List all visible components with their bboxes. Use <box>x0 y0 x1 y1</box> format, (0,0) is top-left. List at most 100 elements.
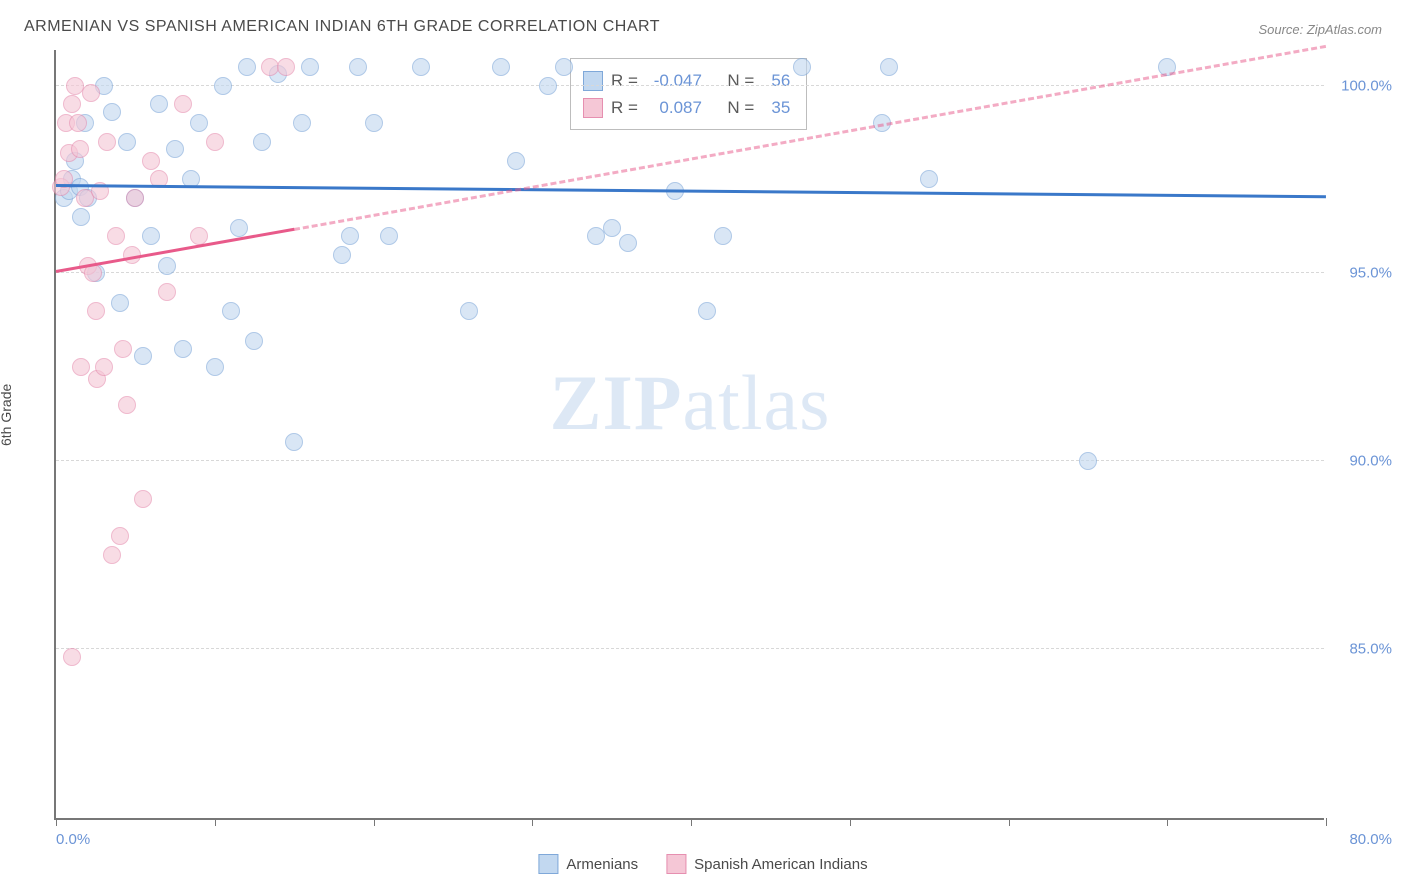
data-point <box>190 227 208 245</box>
y-tick-label: 85.0% <box>1349 640 1392 657</box>
data-point <box>555 58 573 76</box>
data-point <box>111 527 129 545</box>
data-point <box>619 234 637 252</box>
data-point <box>98 133 116 151</box>
y-tick-label: 95.0% <box>1349 265 1392 282</box>
stats-legend: R = -0.047 N = 56 R = 0.087 N = 35 <box>570 58 807 130</box>
y-axis-label: 6th Grade <box>0 384 14 446</box>
n-value: 56 <box>762 67 790 94</box>
data-point <box>107 227 125 245</box>
data-point <box>118 133 136 151</box>
data-point <box>214 77 232 95</box>
data-point <box>222 302 240 320</box>
gridline <box>56 272 1324 273</box>
data-point <box>539 77 557 95</box>
watermark-bold: ZIP <box>550 359 683 446</box>
stats-legend-row: R = 0.087 N = 35 <box>583 94 790 121</box>
data-point <box>150 95 168 113</box>
data-point <box>71 140 89 158</box>
data-point <box>285 433 303 451</box>
source-attribution: Source: ZipAtlas.com <box>1258 22 1382 37</box>
r-label: R = <box>611 94 638 121</box>
data-point <box>126 189 144 207</box>
data-point <box>158 283 176 301</box>
data-point <box>880 58 898 76</box>
data-point <box>277 58 295 76</box>
x-tick <box>532 818 533 826</box>
data-point <box>365 114 383 132</box>
data-point <box>103 546 121 564</box>
data-point <box>460 302 478 320</box>
trend-line <box>56 184 1326 198</box>
data-point <box>1079 452 1097 470</box>
stats-legend-row: R = -0.047 N = 56 <box>583 67 790 94</box>
data-point <box>206 133 224 151</box>
trend-line <box>294 45 1326 231</box>
data-point <box>134 490 152 508</box>
legend-item: Spanish American Indians <box>666 854 867 874</box>
data-point <box>95 358 113 376</box>
data-point <box>142 227 160 245</box>
data-point <box>793 58 811 76</box>
y-tick-label: 100.0% <box>1341 77 1392 94</box>
x-tick <box>691 818 692 826</box>
x-tick <box>1167 818 1168 826</box>
r-value: 0.087 <box>646 94 702 121</box>
gridline <box>56 460 1324 461</box>
x-tick <box>850 818 851 826</box>
legend-swatch <box>666 854 686 874</box>
scatter-chart: ZIPatlas R = -0.047 N = 56 R = 0.087 N = 35… <box>54 50 1324 820</box>
data-point <box>82 84 100 102</box>
data-point <box>158 257 176 275</box>
x-axis-max-label: 80.0% <box>1349 831 1392 848</box>
data-point <box>714 227 732 245</box>
data-point <box>103 103 121 121</box>
watermark: ZIPatlas <box>550 358 831 448</box>
data-point <box>245 332 263 350</box>
data-point <box>72 358 90 376</box>
x-tick <box>1326 818 1327 826</box>
legend-label: Armenians <box>566 856 638 873</box>
data-point <box>142 152 160 170</box>
data-point <box>698 302 716 320</box>
data-point <box>87 302 105 320</box>
data-point <box>63 95 81 113</box>
data-point <box>238 58 256 76</box>
data-point <box>507 152 525 170</box>
gridline <box>56 85 1324 86</box>
data-point <box>301 58 319 76</box>
data-point <box>380 227 398 245</box>
gridline <box>56 648 1324 649</box>
x-tick <box>215 818 216 826</box>
legend-item: Armenians <box>538 854 638 874</box>
data-point <box>349 58 367 76</box>
data-point <box>920 170 938 188</box>
y-tick-label: 90.0% <box>1349 453 1392 470</box>
data-point <box>118 396 136 414</box>
data-point <box>69 114 87 132</box>
data-point <box>341 227 359 245</box>
r-value: -0.047 <box>646 67 702 94</box>
data-point <box>174 95 192 113</box>
legend-swatch <box>538 854 558 874</box>
n-value: 35 <box>762 94 790 121</box>
r-label: R = <box>611 67 638 94</box>
data-point <box>190 114 208 132</box>
n-label: N = <box>727 94 754 121</box>
n-label: N = <box>727 67 754 94</box>
data-point <box>253 133 271 151</box>
data-point <box>63 648 81 666</box>
watermark-rest: atlas <box>683 359 831 446</box>
data-point <box>230 219 248 237</box>
data-point <box>111 294 129 312</box>
data-point <box>412 58 430 76</box>
chart-title: ARMENIAN VS SPANISH AMERICAN INDIAN 6TH … <box>24 18 660 36</box>
data-point <box>206 358 224 376</box>
data-point <box>174 340 192 358</box>
x-axis-min-label: 0.0% <box>56 831 90 848</box>
x-tick <box>1009 818 1010 826</box>
data-point <box>134 347 152 365</box>
data-point <box>492 58 510 76</box>
x-tick <box>56 818 57 826</box>
data-point <box>333 246 351 264</box>
